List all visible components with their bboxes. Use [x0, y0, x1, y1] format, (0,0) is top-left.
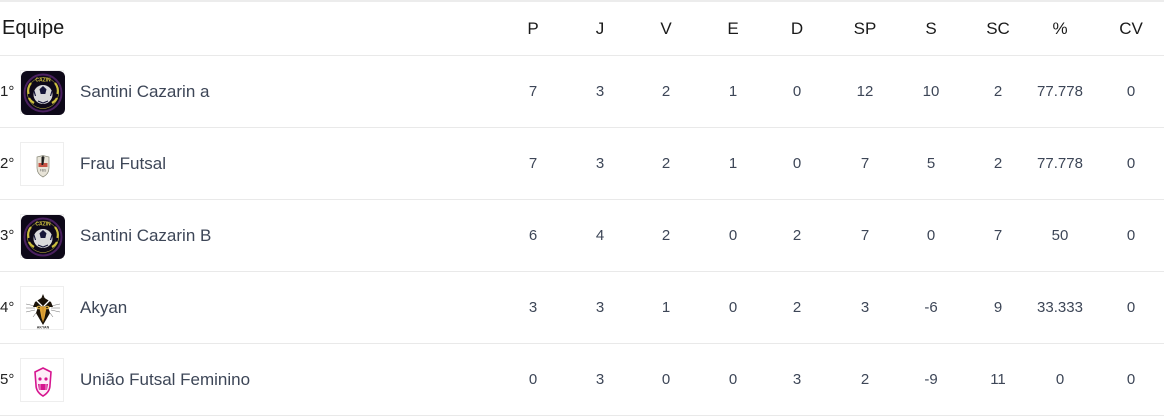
- svg-text:AKYAN: AKYAN: [37, 325, 50, 329]
- svg-text:FBS: FBS: [40, 168, 47, 172]
- svg-text:CAZIN: CAZIN: [35, 221, 51, 227]
- svg-text:CAZIN: CAZIN: [35, 77, 51, 83]
